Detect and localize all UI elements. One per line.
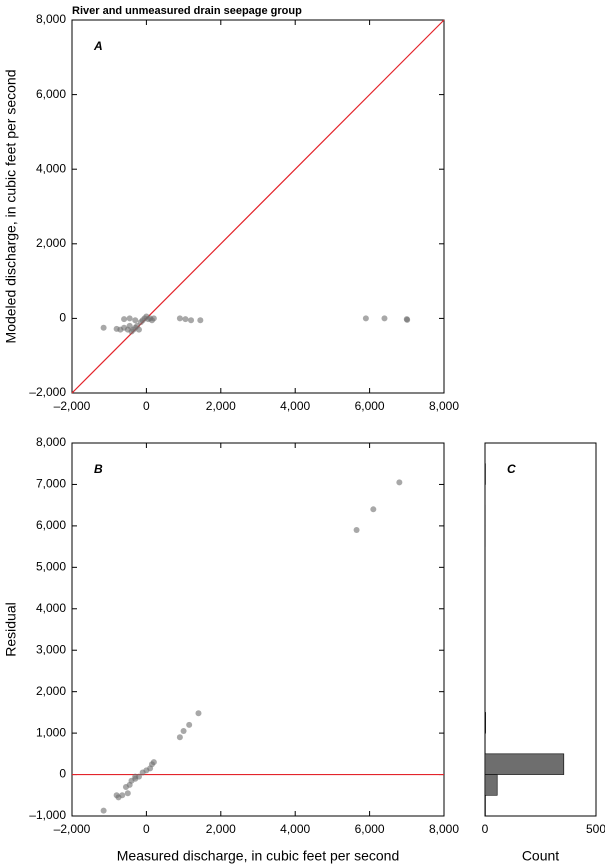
point [126, 315, 133, 322]
plot-frame [484, 442, 597, 817]
point [126, 322, 133, 329]
y-tick-label: 1,000 [36, 725, 66, 739]
x-tick-label: –2,000 [54, 399, 91, 413]
point [180, 728, 187, 735]
y-tick-label: 6,000 [36, 518, 66, 532]
x-tick-label: 0 [482, 822, 489, 836]
x-tick-label: 6,000 [355, 399, 385, 413]
x-tick-label: 8,000 [429, 399, 459, 413]
point [132, 317, 139, 324]
figure-title: River and unmeasured drain seepage group [72, 5, 302, 17]
point [150, 759, 157, 766]
point [135, 326, 142, 333]
y-tick-label: 5,000 [36, 560, 66, 574]
point [176, 734, 183, 741]
panel-label: A [93, 39, 103, 53]
point [197, 317, 204, 324]
y-tick-label: 3,000 [36, 642, 66, 656]
plot-frame [71, 19, 445, 394]
point [150, 315, 157, 322]
panel-label: B [94, 462, 103, 476]
point [353, 527, 360, 534]
x-tick-label: 4,000 [280, 822, 310, 836]
x-tick-label: 4,000 [280, 399, 310, 413]
y-tick-label: 0 [59, 311, 66, 325]
x-axis-label: Measured discharge, in cubic feet per se… [117, 848, 400, 864]
point [370, 506, 377, 513]
histogram-bar [484, 774, 498, 796]
x-tick-label: 0 [143, 399, 150, 413]
x-tick-label: 6,000 [355, 822, 385, 836]
y-axis-label: Residual [3, 602, 19, 656]
point [188, 317, 195, 324]
x-tick-label: 2,000 [206, 399, 236, 413]
x-tick-label: 500 [586, 822, 605, 836]
y-tick-label: 7,000 [36, 477, 66, 491]
y-tick-label: 8,000 [36, 435, 66, 449]
point [182, 316, 189, 323]
y-tick-label: 4,000 [36, 601, 66, 615]
x-tick-label: 0 [143, 822, 150, 836]
point [100, 324, 107, 331]
plot-frame [71, 442, 445, 817]
point [124, 790, 131, 797]
y-tick-label: –1,000 [29, 808, 66, 822]
y-tick-label: –2,000 [29, 385, 66, 399]
y-axis-label: Modeled discharge, in cubic feet per sec… [3, 70, 19, 344]
histogram-bar [484, 712, 486, 734]
point [100, 807, 107, 814]
one-to-one-line [71, 19, 445, 394]
point [176, 315, 183, 322]
y-tick-label: 8,000 [36, 12, 66, 26]
point [186, 721, 193, 728]
x-tick-label: 8,000 [429, 822, 459, 836]
x-tick-label: 2,000 [206, 822, 236, 836]
y-tick-label: 4,000 [36, 161, 66, 175]
point [396, 479, 403, 486]
x-tick-label: –2,000 [54, 822, 91, 836]
histogram-bar [484, 753, 565, 775]
y-tick-label: 2,000 [36, 684, 66, 698]
point [381, 315, 388, 322]
y-tick-label: 2,000 [36, 236, 66, 250]
point [119, 792, 126, 799]
y-tick-label: 0 [59, 767, 66, 781]
point [195, 710, 202, 717]
y-tick-label: 6,000 [36, 87, 66, 101]
point [362, 315, 369, 322]
point [132, 773, 139, 780]
panel-label: C [507, 462, 516, 476]
x-axis-label: Count [522, 848, 559, 864]
point [404, 316, 411, 323]
point [121, 316, 128, 323]
